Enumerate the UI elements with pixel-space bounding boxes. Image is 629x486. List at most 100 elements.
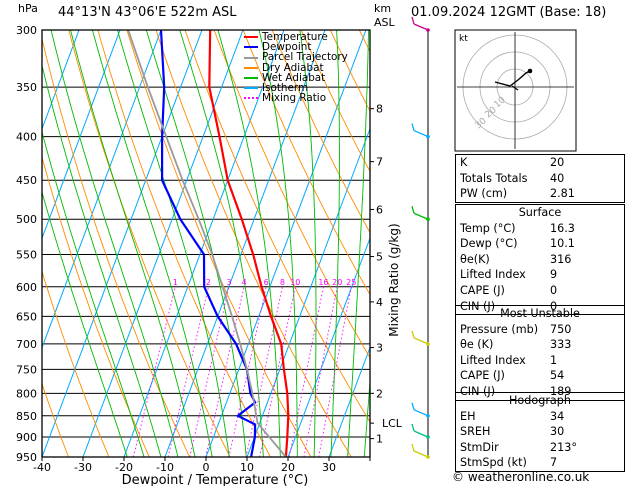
km-label: km [374, 2, 392, 15]
panel-title-row: Surface [456, 205, 625, 221]
pressure-tick-label: 750 [16, 363, 37, 376]
mixing-ratio-label: 6 [264, 278, 269, 287]
panel-row-label: CIN (J) [460, 299, 496, 313]
legend-swatch [244, 36, 258, 39]
wind-barb-flag [411, 423, 415, 432]
mixing-ratio-line [318, 286, 352, 457]
wind-barb-dot [426, 217, 430, 222]
legend-label: Wet Adiabat [262, 71, 326, 84]
panel-row-value: 7 [550, 456, 558, 470]
x-tick-label: -40 [33, 461, 51, 474]
isotherm-line [42, 30, 203, 457]
wind-barb-dot [426, 413, 430, 418]
wind-barb [413, 129, 429, 138]
mixing-ratio-label: 10 [290, 278, 300, 287]
km-tick-label: 5 [376, 251, 383, 264]
legend-label: Mixing Ratio [262, 92, 327, 105]
pressure-tick-label: 900 [16, 431, 37, 444]
legend-item: Dewpoint [244, 41, 348, 54]
dry-adiabat [68, 30, 231, 457]
panel-row-value: 213° [550, 440, 577, 454]
panel-row-label: Pressure (mb) [460, 322, 539, 336]
isotherm-line [246, 127, 370, 457]
mixing-ratio-line [205, 286, 245, 457]
panel-row: Lifted Index 9 [456, 267, 625, 283]
pressure-tick-label: 850 [16, 410, 37, 423]
wet-adiabat [299, 30, 317, 457]
mixing-ratio-line [132, 286, 176, 457]
mixing-ratio-label: 16 [318, 278, 328, 287]
panel-row-label: K [460, 156, 468, 169]
x-tick-label: -20 [115, 461, 133, 474]
isotherm-line [42, 30, 121, 240]
panel-row: EH 34 [456, 409, 625, 425]
panel-row-value: 34 [550, 409, 565, 423]
panel-row: CAPE (J) 54 [456, 368, 625, 384]
dry-adiabat [184, 30, 370, 423]
panel-row-label: CAPE (J) [460, 283, 505, 297]
legend-item: Temperature [244, 32, 348, 42]
isotherm-line [42, 30, 162, 350]
panel-title-row: Hodograph [456, 393, 625, 409]
panel-row-value: 10.1 [550, 237, 575, 251]
mixing-ratio-label: 20 [332, 278, 342, 287]
x-axis-label: Dewpoint / Temperature (°C) [122, 473, 309, 486]
km-tick-label: 2 [376, 387, 383, 400]
panel-row-label: θe(K) [460, 252, 490, 266]
dry-adiabat [271, 30, 370, 234]
wind-barb [413, 337, 429, 345]
wind-barb-dot [426, 134, 430, 139]
wet-adiabat [50, 30, 179, 457]
wind-barb [413, 212, 429, 220]
mixing-ratio-label: 1 [173, 278, 178, 287]
legend-label: Dewpoint [262, 41, 312, 54]
x-tick-label: 20 [281, 461, 295, 474]
panel-row-value: 20 [550, 156, 565, 169]
legend-swatch [244, 76, 258, 79]
legend-label: Parcel Trajectory [262, 51, 348, 64]
panel-row: CIN (J) 0 [456, 299, 625, 315]
series-temperature [208, 30, 290, 457]
panel-row-label: CAPE (J) [460, 369, 505, 383]
asl-label: ASL [374, 16, 395, 29]
panel-row-value: 30 [550, 425, 565, 439]
wet-adiabat [42, 190, 128, 457]
legend-item: Parcel Trajectory [244, 51, 348, 64]
dry-adiabat [213, 30, 370, 359]
dry-adiabat [97, 30, 271, 457]
x-tick-label: -30 [74, 461, 92, 474]
panel-row-label: EH [460, 409, 476, 423]
legend-item: Isotherm [244, 83, 348, 93]
pressure-tick-label: 950 [16, 451, 37, 464]
km-tick-label: 1 [376, 433, 383, 446]
pressure-tick-label: 350 [16, 81, 37, 94]
panel-title: Most Unstable [500, 307, 580, 320]
wind-barb [413, 409, 429, 417]
x-tick-label: 10 [240, 461, 254, 474]
wind-barb-dot [426, 342, 430, 346]
most-unstable-panel: Most Unstable Pressure (mb) 750 θe (K) 333 Li… [455, 305, 625, 401]
legend-swatch [244, 56, 258, 59]
dry-adiabat [126, 30, 312, 457]
wind-barb [413, 450, 429, 458]
panel-row-label: Totals Totals [460, 171, 528, 185]
x-tick-label: 30 [322, 461, 336, 474]
mixing-ratio-line [167, 286, 209, 457]
wind-barb-flag [411, 330, 415, 339]
panel-row-label: PW (cm) [460, 187, 508, 201]
km-tick-label: 7 [376, 156, 383, 169]
pressure-tick-label: 450 [16, 174, 37, 187]
panel-row: StmDir 213° [456, 440, 625, 456]
wind-barb-flag [411, 206, 415, 214]
panel-row: CIN (J) 189 [456, 384, 625, 400]
hodograph-trace [494, 70, 531, 87]
legend-label: Dry Adiabat [262, 61, 324, 74]
copyright-footer: © weatheronline.co.uk [452, 470, 590, 484]
hodograph-unit-label: kt [459, 34, 468, 44]
panel-row-value: 40 [550, 171, 565, 185]
panel-row-label: θe (K) [460, 338, 494, 352]
panel-row-value: 9 [550, 268, 558, 282]
legend-swatch [244, 66, 258, 69]
mixing-ratio-line [288, 286, 324, 457]
